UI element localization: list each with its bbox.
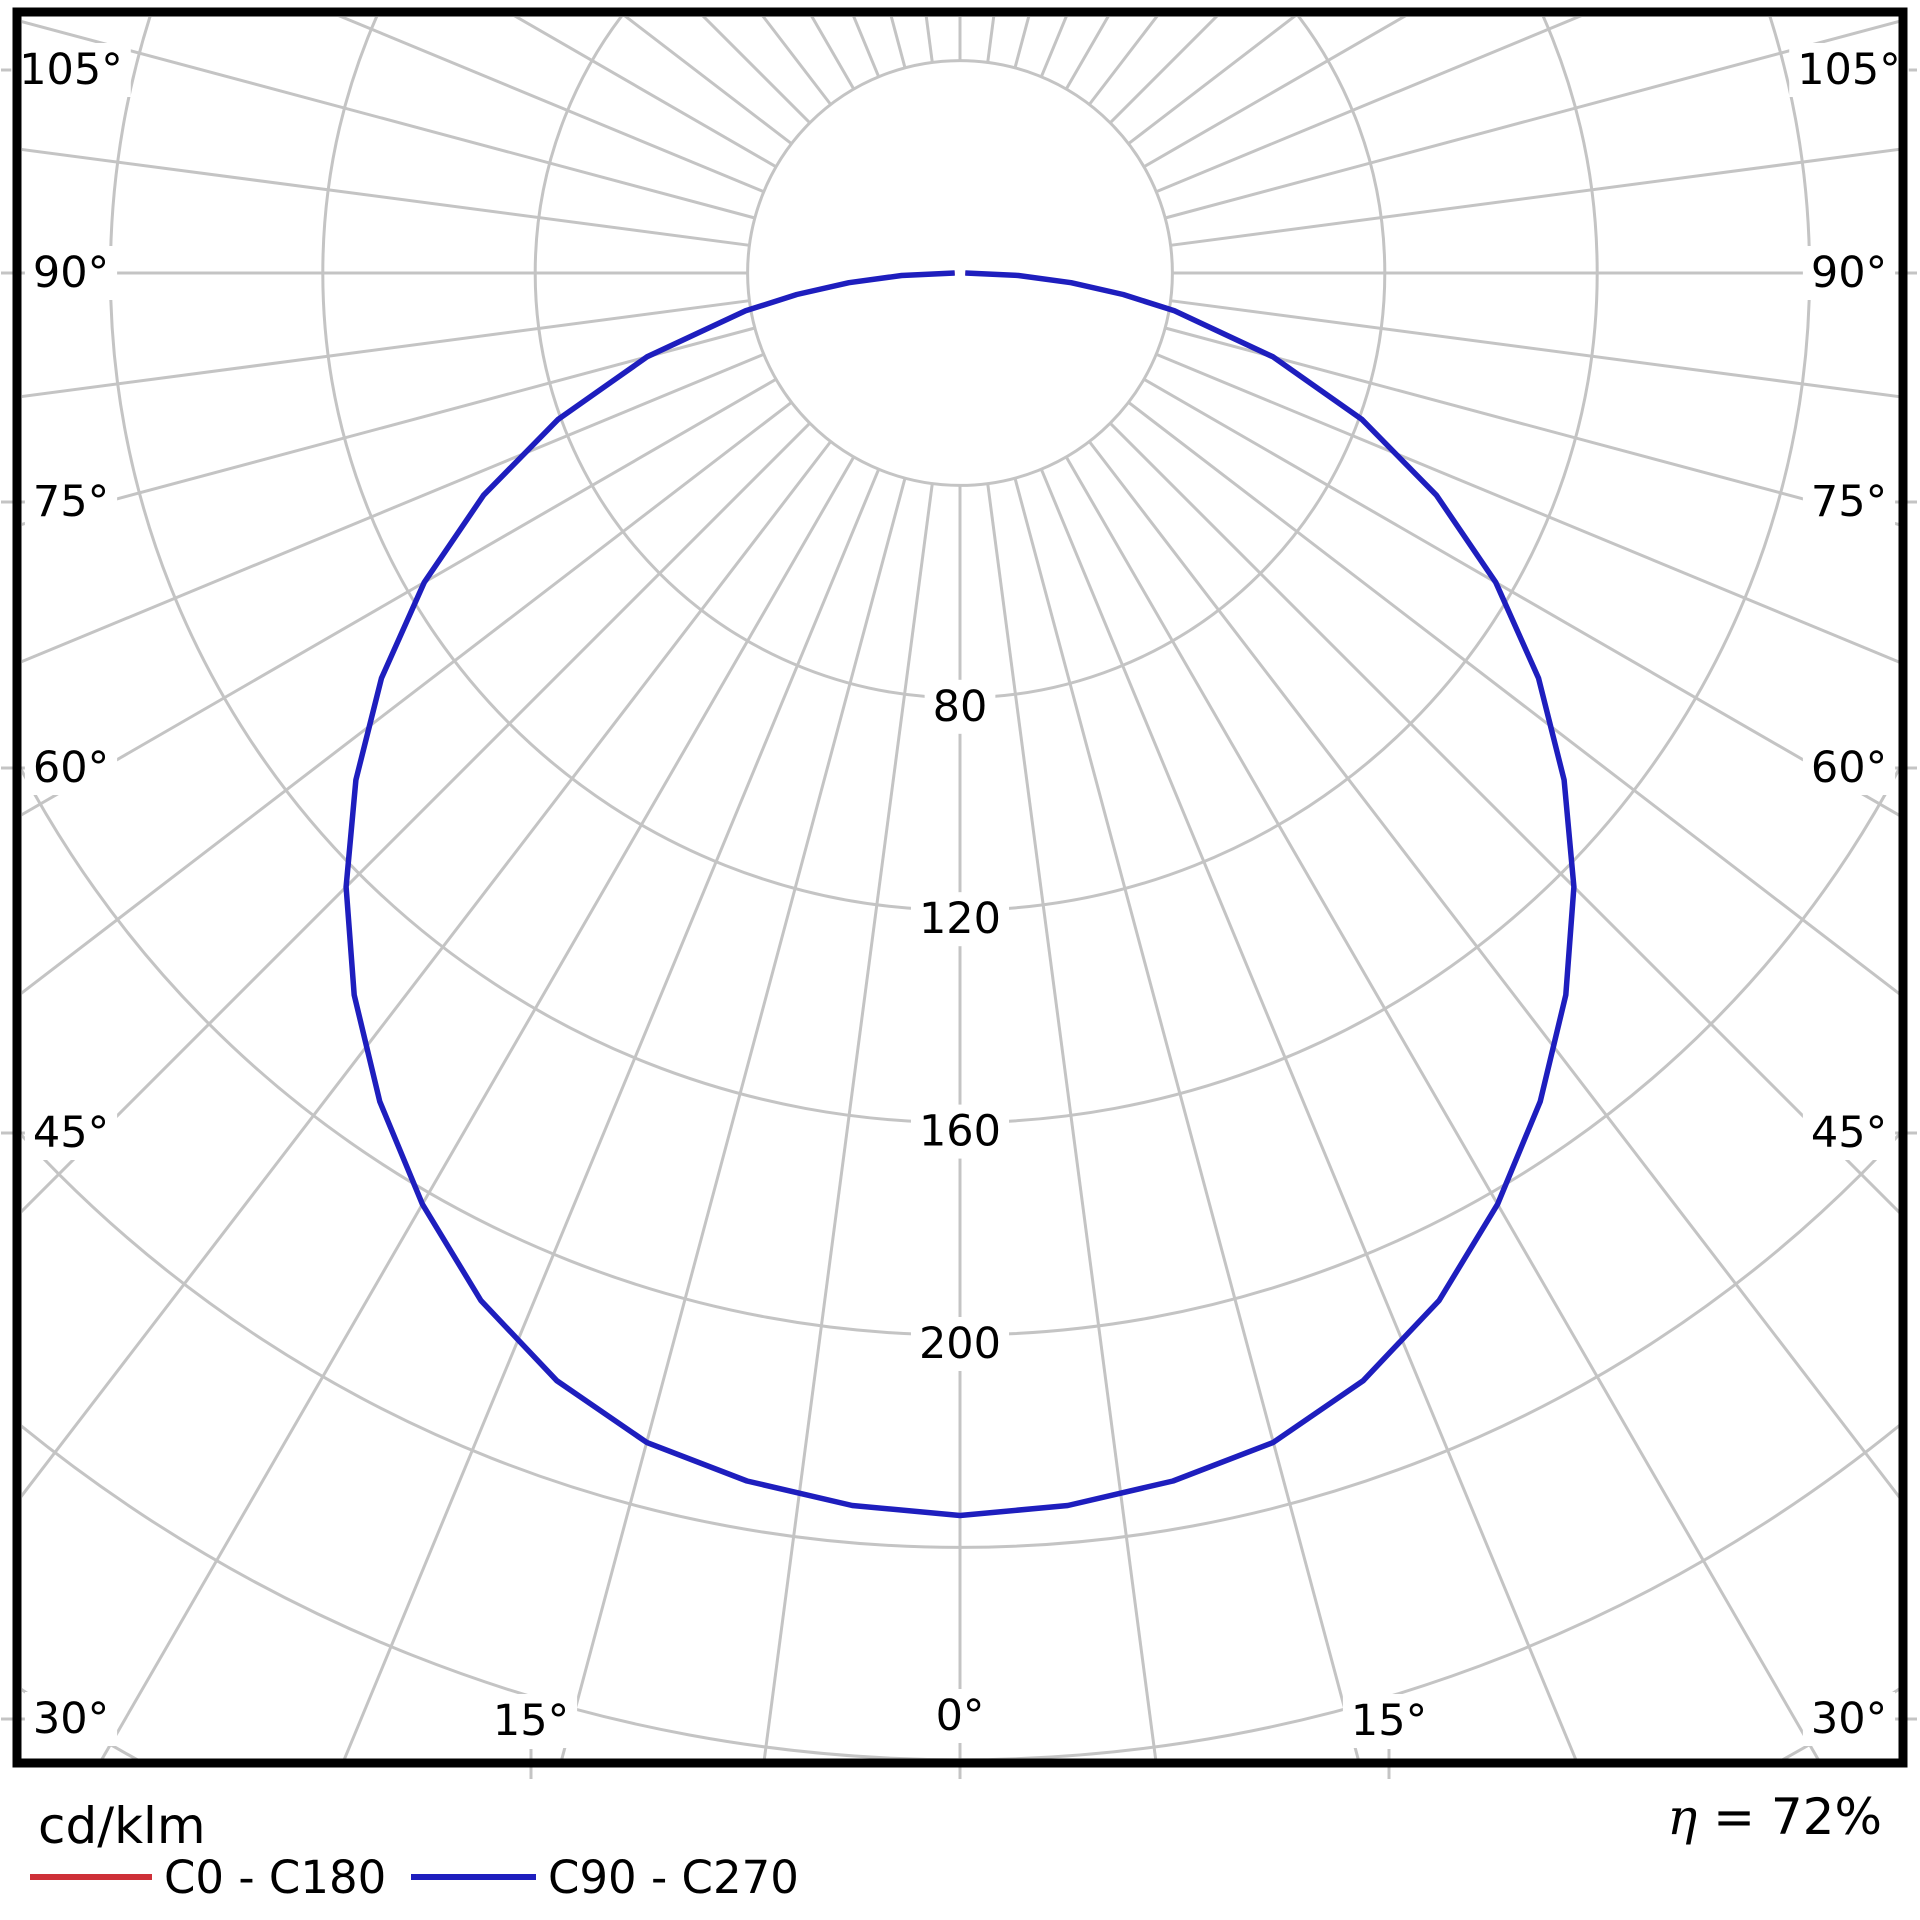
angle-label-bottom-15°: 15° xyxy=(493,1696,569,1746)
angle-label-bottom-15°: 15° xyxy=(1351,1696,1427,1746)
grid-ray xyxy=(22,352,765,664)
radial-label-80: 80 xyxy=(933,682,988,732)
angle-label-bottom-0°: 0° xyxy=(936,1691,985,1741)
angle-label-left-30°-backing xyxy=(24,1692,118,1746)
legend: C0 - C180 C90 - C270 xyxy=(30,1851,799,1904)
grid-ray xyxy=(1155,352,1899,664)
angle-label-left-105°-backing xyxy=(11,43,131,97)
grid-ray xyxy=(338,17,765,194)
radial-label-160: 160 xyxy=(919,1107,1001,1157)
grid-ray xyxy=(560,477,907,1759)
angle-label-right-60°-backing xyxy=(1802,741,1896,795)
angle-label-right-30°-backing xyxy=(1802,1692,1896,1746)
grid-ray xyxy=(22,148,750,247)
grid-ray xyxy=(22,377,777,817)
intensity-curves xyxy=(343,270,1577,1519)
plot-frame xyxy=(12,7,1908,1768)
angle-label-right-105°-backing xyxy=(1789,43,1909,97)
angle-label-left-75°: 75° xyxy=(33,477,109,527)
angle-label-left-45°: 45° xyxy=(33,1108,109,1158)
grid-ray xyxy=(342,468,881,1759)
grid-ray xyxy=(22,299,750,398)
grid-ray xyxy=(100,456,856,1759)
angle-label-bottom-15°-backing xyxy=(1342,1694,1436,1748)
grid-ray xyxy=(1109,422,1899,1215)
grid-ray xyxy=(1155,17,1582,194)
angle-label-bottom-0°-backing xyxy=(927,1689,993,1743)
angle-label-left-90°: 90° xyxy=(33,248,109,298)
grid-ray xyxy=(22,20,756,220)
grid-ray xyxy=(22,422,811,1214)
grid-ray xyxy=(1170,299,1899,399)
grid-ray xyxy=(1064,456,1820,1759)
grid-ray xyxy=(22,326,756,526)
eta-symbol: η xyxy=(1667,1788,1697,1846)
radial-label-120: 120 xyxy=(919,894,1001,944)
radial-label-200-backing xyxy=(910,1317,1010,1371)
legend-label-c0-c180: C0 - C180 xyxy=(164,1851,386,1904)
grid-ray xyxy=(1143,377,1899,817)
grid-ray xyxy=(22,401,793,995)
axis-labels: 105° 90° 75° 60° 45° 30° 105° 90° 75° 60° 45° 30° 15… xyxy=(11,43,1909,1748)
angle-label-right-75°: 75° xyxy=(1811,477,1887,527)
grid-ray xyxy=(1039,468,1578,1759)
angle-label-right-90°-backing xyxy=(1802,246,1896,300)
grid-ray xyxy=(1164,326,1899,527)
angle-label-right-30°: 30° xyxy=(1811,1694,1887,1744)
radial-label-200: 200 xyxy=(919,1319,1001,1369)
angle-label-right-90°: 90° xyxy=(1811,248,1887,298)
grid-ray xyxy=(986,483,1158,1759)
grid-ray xyxy=(1164,19,1899,220)
angle-label-right-45°: 45° xyxy=(1811,1108,1887,1158)
curve-C90-C270 xyxy=(343,270,1577,1519)
grid-ray xyxy=(1127,401,1899,996)
grid-ray xyxy=(1170,147,1899,247)
angle-label-left-45°-backing xyxy=(24,1106,118,1160)
angle-label-bottom-15°-backing xyxy=(484,1694,578,1748)
radial-label-120-backing xyxy=(910,892,1010,947)
angle-label-left-90°-backing xyxy=(24,246,118,300)
grid-ray xyxy=(1088,440,1899,1500)
legend-label-c90-c270: C90 - C270 xyxy=(548,1851,799,1904)
angle-label-right-75°-backing xyxy=(1802,475,1896,529)
efficiency-label: η = 72% xyxy=(1667,1788,1882,1846)
efficiency-value: = 72% xyxy=(1697,1788,1882,1846)
radial-label-160-backing xyxy=(910,1104,1010,1159)
angle-label-right-105°: 105° xyxy=(1797,45,1901,95)
angle-label-left-75°-backing xyxy=(24,475,118,529)
radial-label-80-backing xyxy=(924,679,996,734)
grid-ray xyxy=(22,440,832,1498)
angle-label-left-60°: 60° xyxy=(33,743,109,793)
angle-label-right-45°-backing xyxy=(1802,1106,1896,1160)
angle-label-left-30°: 30° xyxy=(33,1694,109,1744)
angle-label-left-60°-backing xyxy=(24,741,118,795)
angle-label-left-105°: 105° xyxy=(19,45,123,95)
units-label: cd/klm xyxy=(38,1797,206,1855)
grid-ray xyxy=(1013,477,1360,1759)
grid-ray xyxy=(762,483,934,1759)
angle-label-right-60°: 60° xyxy=(1811,743,1887,793)
